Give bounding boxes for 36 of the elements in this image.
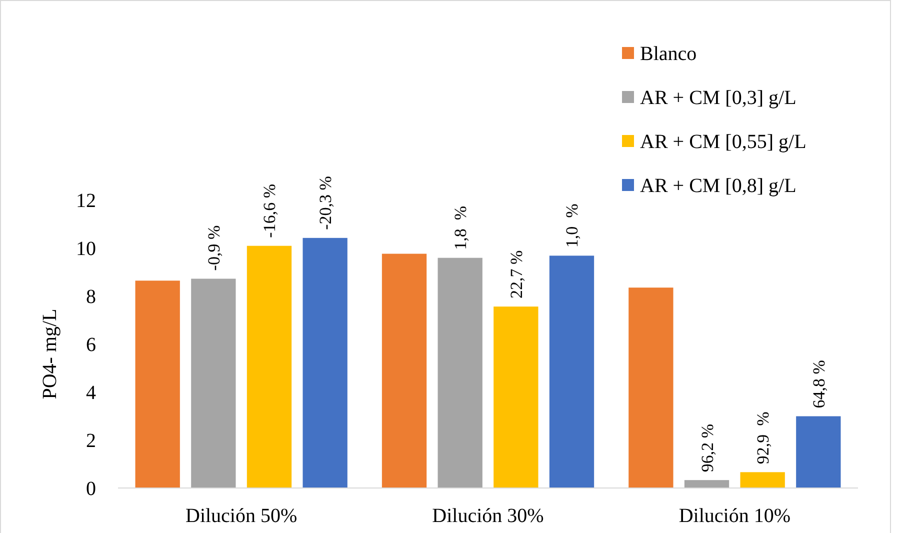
y-tick-label: 12 (76, 190, 96, 212)
bar (246, 246, 292, 488)
y-tick-label: 10 (76, 238, 96, 260)
bar (740, 472, 785, 488)
y-tick-label: 6 (86, 334, 96, 356)
x-tick-label: Dilución 30% (432, 505, 544, 527)
annotation: 1,8 % (451, 206, 470, 250)
bar (494, 306, 538, 488)
annotation: -20,3 % (316, 176, 336, 230)
y-tick-label: 0 (86, 478, 96, 500)
bar (382, 254, 427, 488)
bar (302, 238, 348, 488)
bar (628, 288, 674, 488)
x-tick-label: Dilución 10% (678, 505, 790, 527)
annotation: 64,8 % (809, 360, 828, 408)
legend-label: AR + CM [0,55] g/L (640, 131, 806, 153)
x-tick-label: Dilución 50% (186, 505, 298, 527)
legend-label: Blanco (640, 43, 697, 65)
annotation: 1,0 % (562, 204, 582, 248)
bar (684, 480, 730, 488)
y-tick-label: 8 (86, 286, 96, 308)
annotation: 96,2 % (698, 424, 717, 472)
y-tick-label: 4 (86, 382, 96, 404)
y-axis-title: PO4- mg/L (39, 308, 61, 400)
legend-label: AR + CM [0,3] g/L (640, 87, 796, 109)
annotation: 92,9 % (754, 412, 773, 464)
bar (438, 258, 482, 488)
legend-label: AR + CM [0,8] g/L (640, 175, 796, 197)
bar (135, 280, 180, 488)
y-tick-label: 2 (86, 430, 96, 452)
bar (549, 256, 594, 488)
annotation: -16,6 % (260, 184, 280, 238)
bar (191, 278, 236, 488)
bar (796, 416, 841, 488)
annotation: -0,9 % (204, 225, 224, 271)
annotation: 22,7 % (506, 250, 526, 299)
